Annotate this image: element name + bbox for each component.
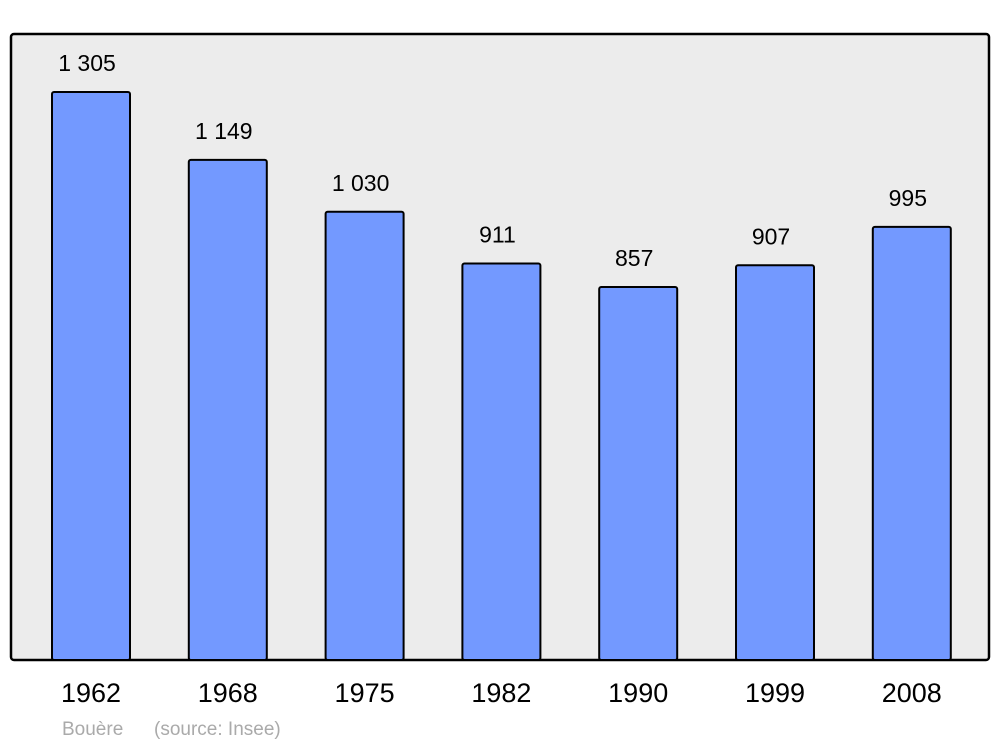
caption: Bouère [62, 719, 123, 740]
value-label: 995 [889, 185, 927, 211]
x-tick-label: 1999 [745, 678, 805, 708]
bar [461, 262, 542, 661]
value-label: 1 030 [332, 170, 390, 196]
bar [187, 158, 268, 661]
x-tick-label: 1962 [61, 678, 121, 708]
value-label: 1 305 [58, 50, 116, 76]
source: (source: Insee) [154, 719, 281, 740]
x-tick-label: 1982 [471, 678, 531, 708]
bar [51, 91, 131, 661]
bar [735, 264, 815, 661]
value-label: 1 149 [195, 118, 253, 144]
x-tick-label: 1968 [198, 678, 258, 708]
value-label: 907 [752, 223, 790, 249]
bar [324, 210, 405, 661]
x-tick-label: 1975 [335, 678, 395, 708]
bar [871, 225, 952, 661]
value-label: 911 [479, 222, 516, 248]
x-tick-label: 1990 [608, 678, 668, 708]
x-tick-label: 2008 [882, 678, 942, 708]
bar [598, 285, 679, 661]
value-label: 857 [615, 245, 653, 271]
